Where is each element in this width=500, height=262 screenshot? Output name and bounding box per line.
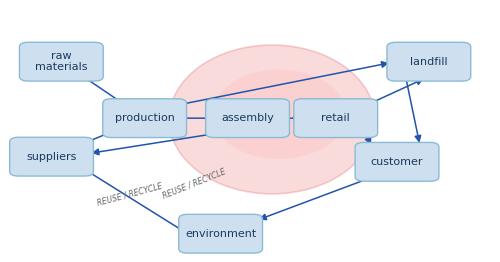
FancyBboxPatch shape	[206, 99, 290, 138]
FancyBboxPatch shape	[387, 42, 470, 81]
FancyBboxPatch shape	[20, 42, 103, 81]
Text: raw
materials: raw materials	[35, 51, 88, 73]
Ellipse shape	[169, 45, 375, 194]
FancyBboxPatch shape	[10, 137, 94, 176]
FancyBboxPatch shape	[178, 214, 262, 253]
Ellipse shape	[212, 70, 346, 159]
Text: suppliers: suppliers	[26, 152, 76, 162]
Text: REUSE / RECYCLE: REUSE / RECYCLE	[160, 167, 226, 200]
FancyBboxPatch shape	[294, 99, 378, 138]
Text: environment: environment	[185, 229, 256, 239]
Text: REUSE / RECYCLE: REUSE / RECYCLE	[96, 181, 164, 207]
Text: retail: retail	[322, 113, 350, 123]
Text: production: production	[114, 113, 174, 123]
FancyBboxPatch shape	[103, 99, 186, 138]
Text: assembly: assembly	[221, 113, 274, 123]
Text: landfill: landfill	[410, 57, 448, 67]
Text: customer: customer	[371, 157, 423, 167]
FancyBboxPatch shape	[355, 143, 439, 181]
